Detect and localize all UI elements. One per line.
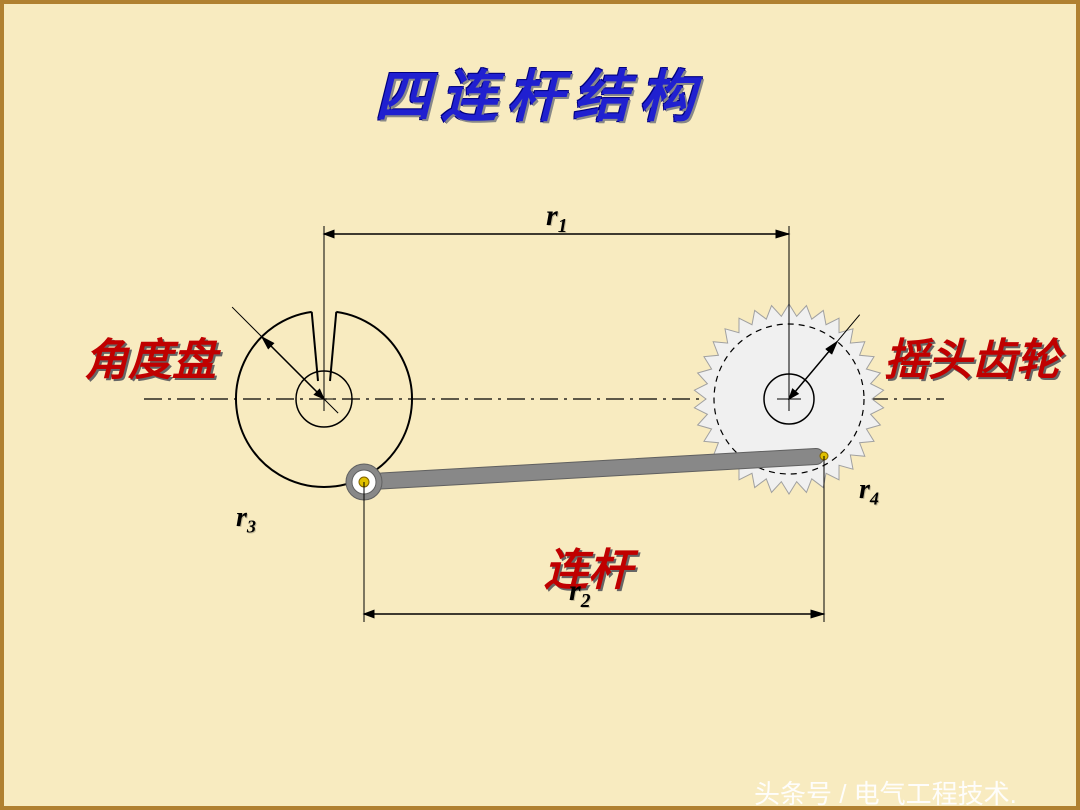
label-angle-disc: 角度盘	[84, 324, 216, 388]
watermark-text: 头条号 / 电气工程技术.	[754, 774, 1017, 810]
dimension-r4: r4	[859, 474, 879, 510]
diagram-stage: 四连杆结构 角度盘 摇头齿轮 连杆 r1 r2 r3 r4 头条号 / 电气工程…	[0, 0, 1080, 810]
label-gear: 摇头齿轮	[884, 324, 1060, 388]
diagram-title: 四连杆结构	[4, 52, 1076, 133]
dimension-r1: r1	[546, 199, 567, 238]
dimension-r3: r3	[236, 502, 256, 538]
dimension-r2: r2	[569, 574, 590, 613]
